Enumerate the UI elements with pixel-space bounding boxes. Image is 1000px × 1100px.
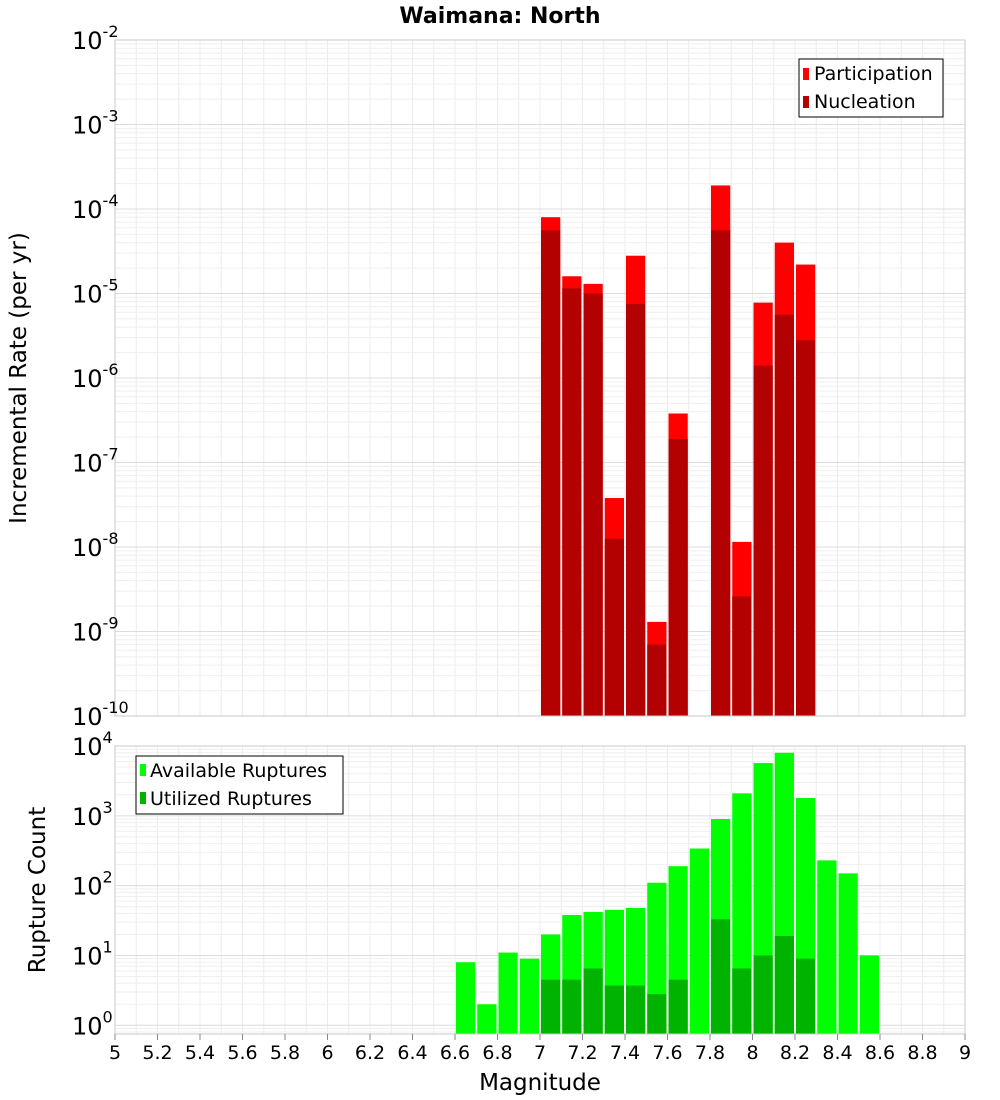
bar-nucleation	[604, 538, 624, 716]
bottom-legend: Available Ruptures Utilized Ruptures	[135, 755, 344, 815]
y-tick-label: 10-10	[72, 698, 129, 731]
bottom-bars	[456, 752, 879, 1034]
bar-nucleation	[796, 340, 816, 716]
x-tick-label: 8.8	[907, 1042, 937, 1064]
y-tick-label: 10-8	[72, 529, 119, 562]
bar-nucleation	[711, 230, 731, 716]
bar-utilized-ruptures	[604, 985, 624, 1034]
legend-swatch-participation	[803, 68, 809, 80]
x-tick-label: 7.6	[652, 1042, 682, 1064]
bar-available-ruptures	[456, 962, 476, 1034]
bar-available-ruptures	[477, 1004, 497, 1034]
top-legend: Participation Nucleation	[798, 58, 944, 118]
bar-nucleation	[732, 596, 752, 716]
x-tick-label: 5	[109, 1042, 121, 1064]
y-tick-label: 10-3	[72, 107, 119, 140]
top-bars	[541, 185, 816, 717]
bottom-legend-box	[135, 755, 344, 815]
y-tick-label: 101	[72, 937, 113, 970]
y-tick-label: 10-2	[72, 22, 119, 55]
x-tick-label: 7.4	[610, 1042, 640, 1064]
y-tick-label: 10-5	[72, 276, 119, 309]
y-tick-label: 100	[72, 1007, 113, 1040]
bar-utilized-ruptures	[626, 985, 646, 1034]
x-tick-label: 5.4	[185, 1042, 215, 1064]
x-axis-label: Magnitude	[479, 1070, 601, 1096]
bottom-y-ticks: 104 103 102 101 100	[72, 728, 113, 1040]
y-tick-label: 103	[72, 798, 113, 831]
bar-utilized-ruptures	[583, 968, 603, 1034]
bar-utilized-ruptures	[541, 979, 561, 1034]
legend-label-available: Available Ruptures	[150, 760, 327, 782]
bar-nucleation	[668, 438, 688, 716]
y-tick-label: 10-7	[72, 445, 119, 478]
chart-title: Waimana: North	[399, 4, 600, 29]
bar-utilized-ruptures	[711, 919, 731, 1034]
bar-utilized-ruptures	[647, 994, 667, 1034]
bar-utilized-ruptures	[796, 958, 816, 1034]
x-tick-label: 7.8	[695, 1042, 725, 1064]
x-tick-label: 9	[959, 1042, 971, 1064]
bar-nucleation	[774, 314, 794, 716]
legend-swatch-nucleation	[803, 96, 809, 108]
x-tick-label: 7	[534, 1042, 546, 1064]
bar-utilized-ruptures	[732, 968, 752, 1034]
x-tick-label: 7.2	[567, 1042, 597, 1064]
x-tick-label: 5.8	[270, 1042, 300, 1064]
y-tick-label: 10-9	[72, 614, 119, 647]
bar-utilized-ruptures	[774, 935, 794, 1034]
top-legend-box	[798, 58, 944, 118]
legend-label-nucleation: Nucleation	[814, 91, 916, 113]
bar-nucleation	[647, 644, 667, 716]
bar-utilized-ruptures	[562, 979, 582, 1034]
x-ticks: 5 5.2 5.4 5.6 5.8 6 6.2 6.4 6.6 6.8 7 7.2 7.4 7.6 7.8 8…	[109, 1034, 971, 1064]
x-tick-label: 8.4	[822, 1042, 852, 1064]
x-tick-label: 6.4	[397, 1042, 427, 1064]
bottom-y-axis-label: Rupture Count	[25, 807, 51, 973]
bar-available-ruptures	[689, 848, 709, 1034]
x-tick-label: 6	[321, 1042, 333, 1064]
legend-label-participation: Participation	[814, 63, 933, 85]
bar-available-ruptures	[498, 952, 518, 1034]
legend-label-utilized: Utilized Ruptures	[150, 788, 312, 810]
top-y-ticks: 10-2 10-3 10-4 10-5 10-6 10-7 10-8 10-9 10-10	[72, 22, 129, 731]
y-tick-label: 10-4	[72, 191, 119, 224]
x-tick-label: 5.2	[142, 1042, 172, 1064]
x-tick-label: 6.6	[440, 1042, 470, 1064]
bar-nucleation	[626, 304, 646, 716]
legend-swatch-available	[140, 764, 146, 776]
top-plot-frame	[114, 39, 966, 717]
y-tick-label: 104	[72, 728, 113, 761]
top-grid	[114, 40, 966, 717]
bar-available-ruptures	[519, 958, 539, 1034]
bar-nucleation	[562, 288, 582, 716]
x-tick-label: 8.6	[865, 1042, 895, 1064]
x-tick-label: 6.8	[482, 1042, 512, 1064]
x-tick-label: 8.2	[780, 1042, 810, 1064]
y-tick-label: 102	[72, 868, 113, 901]
bar-available-ruptures	[838, 873, 858, 1034]
bar-nucleation	[541, 230, 561, 716]
bar-available-ruptures	[859, 955, 879, 1034]
y-tick-label: 10-6	[72, 360, 119, 393]
bar-utilized-ruptures	[668, 979, 688, 1034]
bar-available-ruptures	[817, 860, 837, 1034]
legend-swatch-utilized	[140, 792, 146, 804]
top-y-axis-label: Incremental Rate (per yr)	[6, 232, 32, 524]
bar-nucleation	[583, 293, 603, 716]
x-tick-label: 5.6	[227, 1042, 257, 1064]
x-tick-label: 6.2	[355, 1042, 385, 1064]
bar-nucleation	[753, 365, 773, 716]
x-tick-label: 8	[746, 1042, 758, 1064]
bar-utilized-ruptures	[753, 955, 773, 1034]
